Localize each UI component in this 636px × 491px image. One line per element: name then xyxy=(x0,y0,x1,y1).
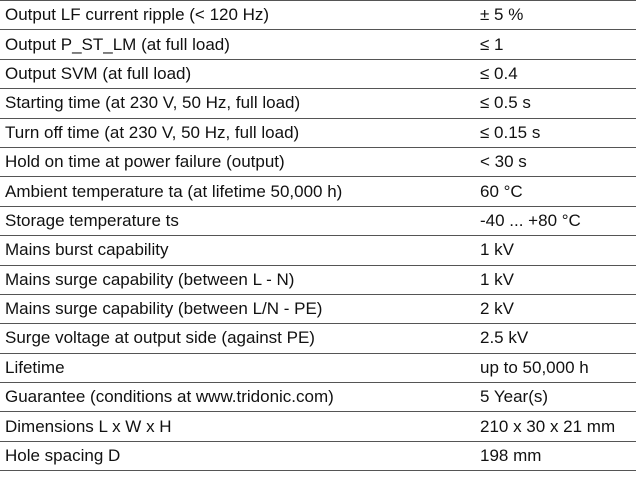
spec-label: Storage temperature ts xyxy=(5,210,179,230)
table-row: Output P_ST_LM (at full load) ≤ 1 xyxy=(0,30,636,60)
table-row: Lifetime up to 50,000 h xyxy=(0,354,636,384)
table-row: Surge voltage at output side (against PE… xyxy=(0,324,636,354)
spec-label: Mains burst capability xyxy=(5,240,169,260)
spec-label: Hole spacing D xyxy=(5,446,121,466)
table-row: Dimensions L x W x H 210 x 30 x 21 mm xyxy=(0,412,636,442)
spec-label: Ambient temperature ta (at lifetime 50,0… xyxy=(5,181,343,201)
spec-label: Mains surge capability (between L/N - PE… xyxy=(5,299,323,319)
spec-value: ≤ 0.5 s xyxy=(480,93,531,113)
spec-table: Output LF current ripple (< 120 Hz) ± 5 … xyxy=(0,0,636,472)
spec-value: 210 x 30 x 21 mm xyxy=(480,416,616,436)
spec-value: ± 5 % xyxy=(480,5,524,25)
table-row: Ambient temperature ta (at lifetime 50,0… xyxy=(0,177,636,207)
spec-label: Guarantee (conditions at www.tridonic.co… xyxy=(5,387,334,407)
spec-value: < 30 s xyxy=(480,152,527,172)
spec-label: Turn off time (at 230 V, 50 Hz, full loa… xyxy=(5,122,300,142)
spec-value: ≤ 0.4 xyxy=(480,63,518,83)
spec-value: 198 mm xyxy=(480,446,542,466)
table-row: Mains surge capability (between L - N) 1… xyxy=(0,266,636,295)
table-row: Guarantee (conditions at www.tridonic.co… xyxy=(0,383,636,413)
spec-label: Output P_ST_LM (at full load) xyxy=(5,34,230,54)
spec-value: up to 50,000 h xyxy=(480,357,589,377)
spec-value: 2 kV xyxy=(480,299,515,319)
spec-label: Output LF current ripple (< 120 Hz) xyxy=(5,5,270,25)
table-row: Output LF current ripple (< 120 Hz) ± 5 … xyxy=(0,1,636,31)
table-row: Starting time (at 230 V, 50 Hz, full loa… xyxy=(0,89,636,119)
spec-label: Lifetime xyxy=(5,357,65,377)
table-row: Mains surge capability (between L/N - PE… xyxy=(0,295,636,325)
spec-label: Output SVM (at full load) xyxy=(5,63,192,83)
spec-label: Dimensions L x W x H xyxy=(5,416,172,436)
spec-value: 60 °C xyxy=(480,181,523,201)
spec-label: Hold on time at power failure (output) xyxy=(5,152,285,172)
table-row: Mains burst capability 1 kV xyxy=(0,236,636,266)
spec-value: 1 kV xyxy=(480,269,515,289)
spec-value: 2.5 kV xyxy=(480,328,529,348)
spec-value: 5 Year(s) xyxy=(480,387,549,407)
table-row: Hold on time at power failure (output) <… xyxy=(0,148,636,178)
spec-value: -40 ... +80 °C xyxy=(480,210,581,230)
table-row: Output SVM (at full load) ≤ 0.4 xyxy=(0,60,636,90)
table-row: Storage temperature ts -40 ... +80 °C xyxy=(0,207,636,237)
table-row: Hole spacing D 198 mm xyxy=(0,442,636,472)
spec-label: Mains surge capability (between L - N) xyxy=(5,269,295,289)
table-row: Turn off time (at 230 V, 50 Hz, full loa… xyxy=(0,119,636,148)
spec-label: Surge voltage at output side (against PE… xyxy=(5,328,315,348)
spec-value: ≤ 1 xyxy=(480,34,504,54)
spec-label: Starting time (at 230 V, 50 Hz, full loa… xyxy=(5,93,301,113)
spec-value: ≤ 0.15 s xyxy=(480,122,541,142)
spec-value: 1 kV xyxy=(480,240,515,260)
